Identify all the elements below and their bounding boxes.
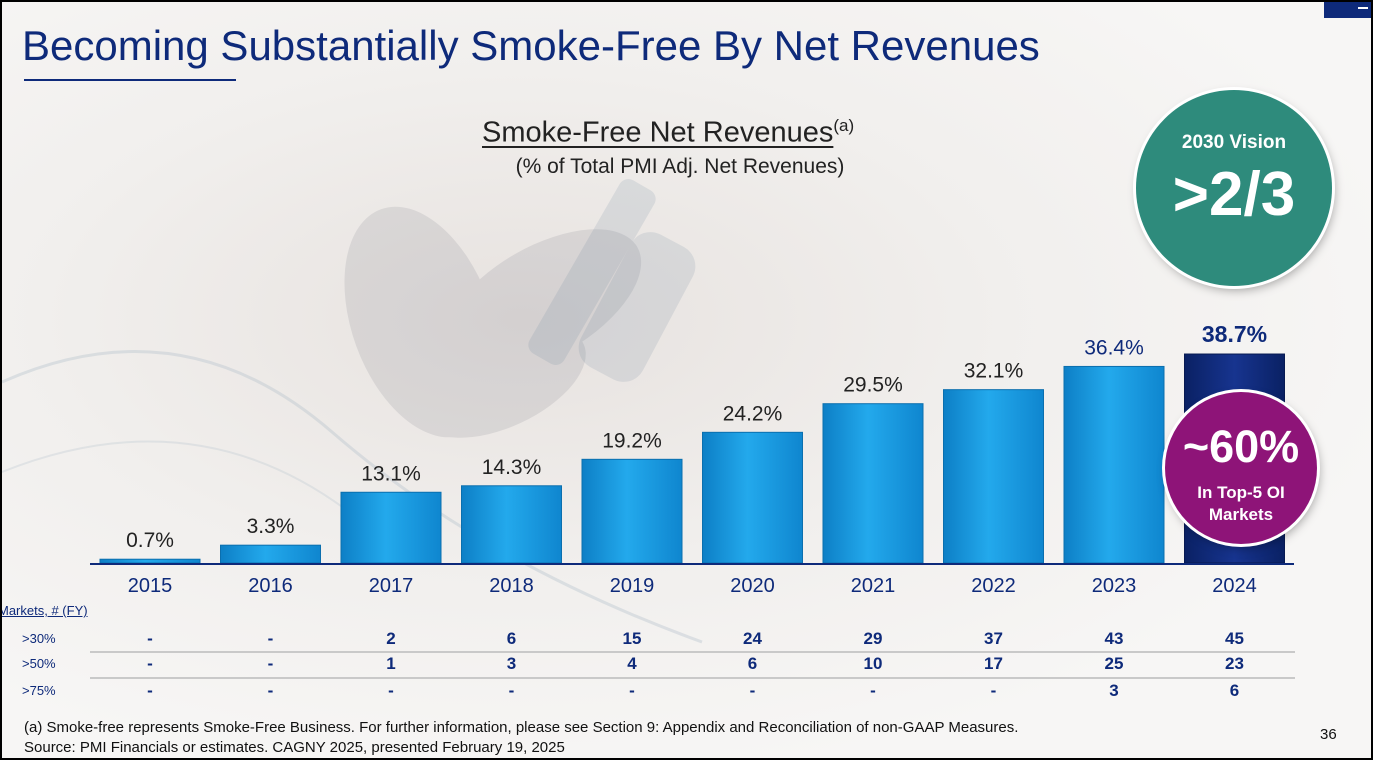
markets-cell: 10 [863,654,883,673]
x-tick-2016: 2016 [248,575,293,597]
markets-cell: - [749,681,756,700]
page-title: Becoming Substantially Smoke-Free By Net… [22,22,1040,69]
x-tick-2024: 2024 [1212,575,1257,597]
x-tick-2021: 2021 [851,575,896,597]
markets-cell: - [629,681,635,700]
bar-2023 [1063,365,1165,564]
chart-subtitle: (% of Total PMI Adj. Net Revenues) [515,155,845,178]
markets-cell: - [388,681,394,700]
markets-cell: - [267,681,274,700]
markets-row-label: >30% [22,631,56,646]
bar-2016 [220,544,321,564]
bar-2020 [702,431,803,564]
data-label-2018: 14.3% [482,456,542,479]
markets-table-title: Markets, # (FY) [0,603,88,618]
markets-cell: 37 [984,629,1003,648]
x-tick-2023: 2023 [1092,575,1137,597]
markets-cell: 6 [1229,681,1240,700]
vision-label: 2030 Vision [1181,132,1287,153]
bar-2021 [822,403,924,564]
data-label-2019: 19.2% [602,429,662,452]
x-tick-2018: 2018 [489,575,534,597]
x-tick-2020: 2020 [730,575,775,597]
bar-chart: 0.7% 2015 3.3% 2016 13.1% 2017 14.3% 2018 19.2% 2… [90,321,1294,597]
markets-cell: - [147,681,153,700]
data-label-2021: 29.5% [843,374,903,397]
markets-cell: 23 [1225,654,1244,673]
markets-cell: 1 [386,654,396,673]
markets-cell: 6 [747,654,758,673]
markets-row-label: >75% [22,683,56,698]
markets-cell: 25 [1104,654,1124,673]
bar-2018 [461,485,562,564]
markets-cell: 17 [984,654,1003,673]
page-number: 36 [1320,726,1337,743]
corner-logo-mark [1324,2,1371,18]
markets-cell: - [267,629,274,648]
x-tick-2017: 2017 [369,575,414,597]
top5-badge-line1: In Top-5 OI [1197,483,1285,502]
data-label-2020: 24.2% [723,402,783,425]
top5-badge-line2: Markets [1208,505,1274,524]
markets-cell: 3 [1109,681,1119,700]
markets-cell: 29 [863,629,883,648]
markets-cell: 15 [622,629,642,648]
footnote-line-1: (a) Smoke-free represents Smoke-Free Bus… [24,719,1019,736]
data-label-2022: 32.1% [964,360,1024,383]
markets-cell: - [870,681,876,700]
footnote: (a) Smoke-free represents Smoke-Free Bus… [24,718,1018,758]
data-label-2015: 0.7% [126,529,174,552]
markets-row-label: >50% [22,656,56,671]
chart-title: Smoke-Free Net Revenues(a) [482,116,854,150]
table-row-divider [90,651,1295,653]
x-tick-2022: 2022 [971,575,1016,597]
chart-title-text: Smoke-Free Net Revenues [482,116,834,149]
vision-value: >2/3 [1172,160,1296,229]
x-tick-2019: 2019 [610,575,655,597]
markets-cell: 3 [506,654,517,673]
bar-2022 [943,389,1044,564]
data-label-2016: 3.3% [247,515,295,538]
data-label-2023: 36.4% [1084,336,1144,359]
markets-cell: 6 [506,629,517,648]
table-row-divider [90,677,1295,679]
top5-markets-badge: ~60% In Top-5 OI Markets [1165,392,1317,544]
bar-2019 [581,458,683,564]
bar-2015 [99,558,201,564]
title-underline [24,79,236,81]
markets-cell: - [147,629,153,648]
data-label-2017: 13.1% [361,462,421,485]
chart-title-footnote-ref: (a) [833,116,855,135]
footnote-source: Source: PMI Financials or estimates. CAG… [24,739,565,756]
top5-badge-caption: In Top-5 OI Markets [1179,482,1303,526]
top5-badge-value: ~60% [1182,421,1300,472]
vision-2030-circle: 2030 Vision >2/3 [1136,90,1332,286]
markets-cell: - [508,681,515,700]
x-tick-2015: 2015 [128,575,173,597]
markets-cell: - [147,654,153,673]
markets-cell: 2 [386,629,396,648]
bar-2017 [340,491,442,564]
markets-cell: 43 [1104,629,1124,648]
data-label-2024: 38.7% [1202,321,1267,347]
markets-cell: 45 [1225,629,1244,648]
markets-cell: - [267,654,274,673]
markets-cell: 24 [743,629,762,648]
markets-cell: 4 [627,654,637,673]
markets-cell: - [990,681,997,700]
